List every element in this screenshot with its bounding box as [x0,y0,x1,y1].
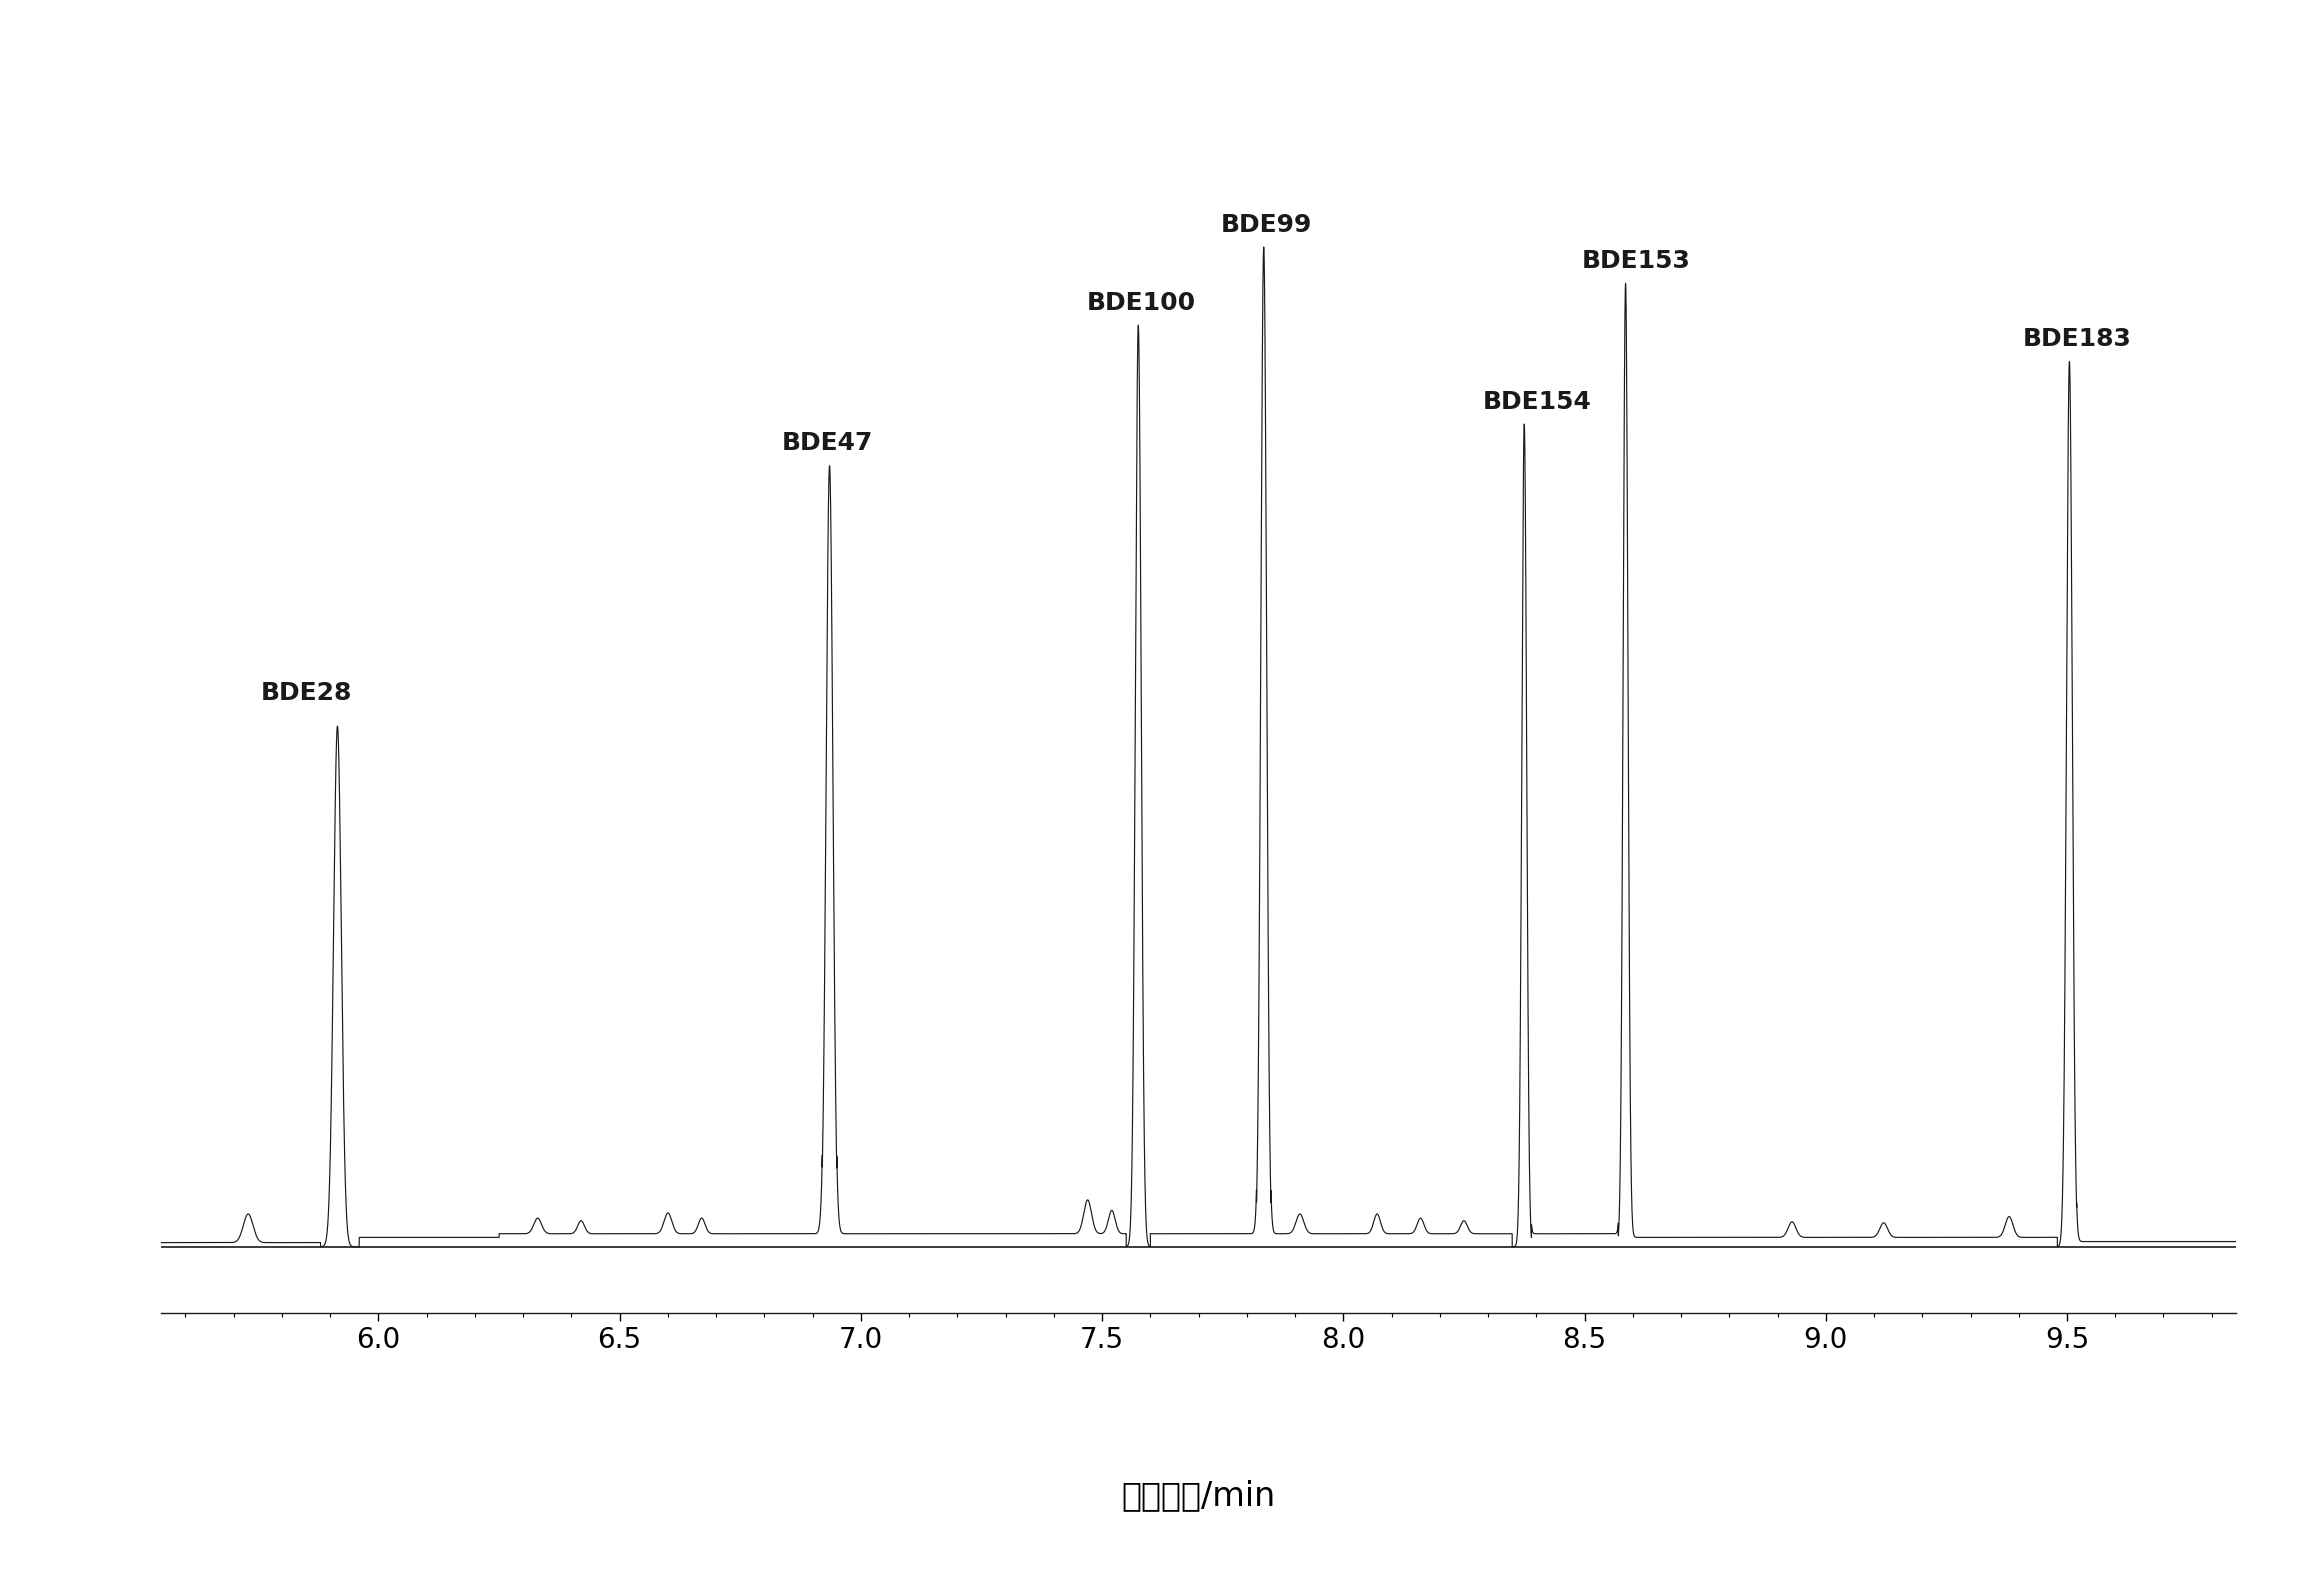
Text: BDE99: BDE99 [1219,213,1312,237]
Text: BDE183: BDE183 [2021,328,2132,352]
Text: BDE100: BDE100 [1086,291,1196,315]
Text: BDE153: BDE153 [1581,250,1692,274]
Text: BDE154: BDE154 [1482,390,1593,414]
Text: BDE47: BDE47 [781,431,874,455]
Text: BDE28: BDE28 [260,681,353,705]
Text: 保留时间/min: 保留时间/min [1123,1480,1275,1511]
